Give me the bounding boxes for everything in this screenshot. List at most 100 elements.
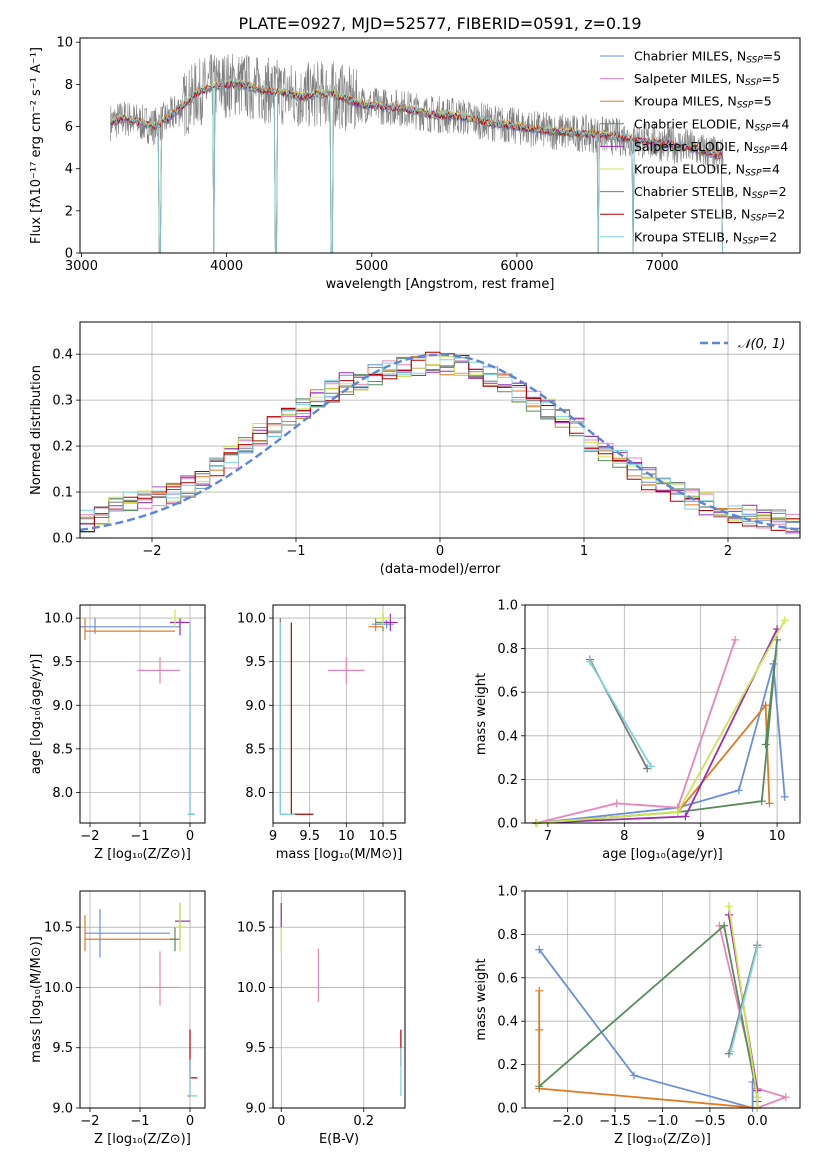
- x-tick-label: 10: [338, 829, 355, 844]
- weight-point: [724, 902, 733, 911]
- weight-point: [765, 799, 774, 808]
- x-tick-label: 0: [277, 1114, 285, 1129]
- x-tick-label: 0.2: [353, 1114, 374, 1129]
- weight-point: [753, 943, 762, 952]
- weight-point: [780, 616, 789, 625]
- x-axis-label: Z [log₁₀(Z/Z⊙)]: [94, 847, 191, 862]
- y-tick-label: 1.0: [497, 599, 518, 614]
- residual-histogram-7: [80, 351, 800, 532]
- y-tick-label: 9.5: [245, 655, 266, 670]
- weight-point: [535, 1082, 544, 1091]
- weight-line: [536, 628, 778, 824]
- panel-mass_vs_ebv: 0 0.2 9.0 9.5 10.0 10.5 E(B-V): [237, 890, 406, 1147]
- x-axis-label: mass [log₁₀(M/M⊙)]: [276, 847, 403, 862]
- legend-label: Kroupa STELIB, NSSP=2: [634, 229, 777, 246]
- y-tick-label: 8.0: [52, 786, 73, 801]
- x-tick-label: 0: [186, 829, 194, 844]
- y-axis-label: Flux [fλ10⁻¹⁷ erg cm⁻² s⁻¹ A⁻¹]: [29, 47, 44, 244]
- x-tick-label: 0.0: [747, 1114, 768, 1129]
- y-axis-label: mass [log₁₀(M/M⊙)]: [29, 936, 44, 1063]
- plot-frame: [79, 604, 206, 824]
- x-axis-label: Z [log₁₀(Z/Z⊙)]: [614, 1132, 711, 1147]
- legend: Chabrier MILES, NSSP=5 Salpeter MILES, NS…: [600, 49, 789, 246]
- weight-line: [538, 990, 758, 1109]
- y-tick-label: 8.5: [245, 742, 266, 757]
- plot-frame: [79, 321, 801, 539]
- weight-point: [761, 701, 770, 710]
- y-axis-label: mass weight: [474, 958, 489, 1040]
- y-tick-label: 0.2: [497, 773, 518, 788]
- residual-histogram-8: [80, 355, 800, 535]
- errorbars: [279, 609, 398, 815]
- normal-curve: [79, 353, 801, 532]
- x-tick-label: 7000: [646, 259, 679, 274]
- panel-age_vs_Z: −2 −1 0 8.0 8.5 9.0 9.5 10.0 Z [log₁₀(Z/Z⊙)] age …: [29, 604, 206, 862]
- x-tick-label: 0: [436, 544, 444, 559]
- y-tick-label: 10.0: [44, 612, 73, 627]
- y-axis-label: age [log₁₀(age/yr)]: [29, 654, 44, 775]
- y-tick-label: 0.0: [497, 817, 518, 832]
- x-tick-label: 2: [724, 544, 732, 559]
- y-tick-label: 0.6: [497, 686, 518, 701]
- x-tick-label: 7: [544, 829, 552, 844]
- weight-line: [718, 925, 789, 1109]
- y-tick-label: 0.2: [52, 440, 73, 455]
- legend-label: Chabrier ELODIE, NSSP=4: [634, 116, 789, 133]
- plot-frame: [272, 604, 406, 824]
- weight-point: [757, 797, 766, 806]
- model-spectrum-8: [110, 78, 723, 253]
- x-axis-label: Z [log₁₀(Z/Z⊙)]: [94, 1132, 191, 1147]
- y-tick-label: 10.0: [44, 981, 73, 996]
- weight-point: [673, 808, 682, 817]
- y-tick-label: 0: [65, 247, 73, 262]
- y-tick-label: 1.0: [497, 885, 518, 900]
- panel-weight_vs_Z: −2.0 −1.5 −1.0 −0.5 0.0 0.0 0.2 0.4 0.6 0.8 1.0 Z […: [474, 885, 801, 1147]
- legend-label: Kroupa ELODIE, NSSP=4: [634, 162, 780, 179]
- x-tick-label: −2: [142, 544, 161, 559]
- weight-point: [780, 792, 789, 801]
- weight-point: [647, 762, 656, 771]
- x-axis-label: E(B-V): [319, 1132, 359, 1147]
- y-tick-label: 0.4: [52, 348, 73, 363]
- legend-label: Salpeter MILES, NSSP=5: [634, 71, 780, 88]
- plot-frame: [524, 604, 801, 824]
- legend-label: Chabrier STELIB, NSSP=2: [634, 184, 787, 201]
- legend-label: Salpeter STELIB, NSSP=2: [634, 207, 785, 224]
- panel-spectrum: 3000 4000 5000 6000 7000 0 2 4 6 8 10 wavelength [A…: [29, 36, 801, 292]
- y-tick-label: 10.5: [44, 921, 73, 936]
- y-tick-label: 10.0: [237, 612, 266, 627]
- y-tick-label: 0.0: [497, 1102, 518, 1117]
- legend-label: Kroupa MILES, NSSP=5: [634, 94, 772, 111]
- x-tick-label: −1.5: [599, 1114, 631, 1129]
- plot-frame: [524, 890, 801, 1109]
- y-tick-label: 10.5: [237, 921, 266, 936]
- weight-point: [769, 659, 778, 668]
- weight-point: [726, 1047, 735, 1056]
- spectrum-lines: [110, 53, 724, 253]
- y-tick-label: 9.5: [52, 655, 73, 670]
- y-tick-label: 0.0: [52, 532, 73, 547]
- y-axis-label: Normed distribution: [29, 365, 44, 495]
- y-tick-label: 8.0: [245, 786, 266, 801]
- residual-histogram-6: [80, 356, 800, 529]
- y-tick-label: 9.0: [52, 699, 73, 714]
- errorbars: [80, 609, 195, 815]
- weight-line: [538, 949, 754, 1110]
- weight-point: [761, 740, 770, 749]
- y-axis-label: mass weight: [474, 673, 489, 755]
- y-tick-label: 10: [56, 36, 73, 51]
- y-tick-label: 6: [65, 120, 73, 135]
- x-tick-label: 9.5: [299, 829, 320, 844]
- x-tick-label: −1: [130, 829, 149, 844]
- weight-point: [612, 799, 621, 808]
- x-tick-label: 5000: [355, 259, 388, 274]
- y-tick-label: 0.6: [497, 971, 518, 986]
- x-tick-label: 0: [186, 1114, 194, 1129]
- weight-line: [536, 639, 736, 824]
- x-tick-label: −2: [80, 829, 99, 844]
- x-tick-label: −0.5: [694, 1114, 726, 1129]
- x-tick-label: 8: [620, 829, 628, 844]
- weight-point: [585, 657, 594, 666]
- weight-point: [731, 635, 740, 644]
